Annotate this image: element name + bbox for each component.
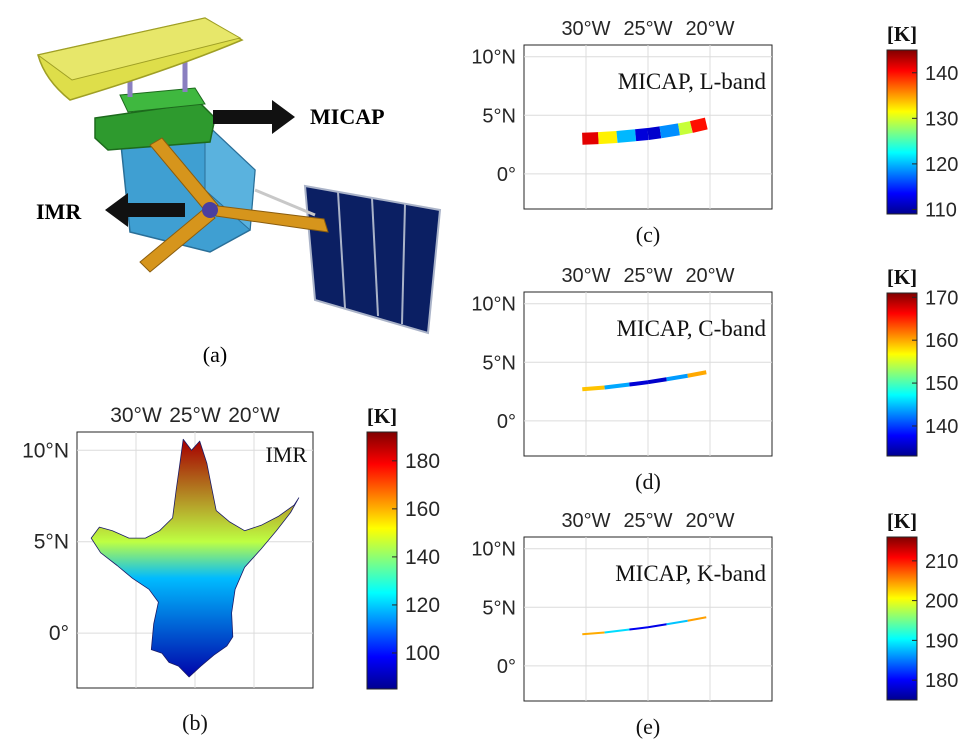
swath-segment	[677, 121, 693, 136]
x-tick-label: 20°W	[685, 510, 734, 532]
x-tick-label: 25°W	[169, 404, 221, 427]
x-tick-label: 20°W	[685, 18, 734, 40]
colorbar-tick-label: 170	[925, 287, 958, 309]
colorbar-tick-label: 200	[925, 591, 958, 613]
swath-segment	[604, 628, 630, 634]
colorbar-tick-label: 100	[405, 642, 440, 665]
swath-segment	[690, 117, 708, 133]
panel-annotation: IMR	[265, 442, 307, 467]
panel-caption: (e)	[636, 714, 660, 739]
colorbar	[886, 536, 918, 701]
chart-panels: 30°W 25°W 20°W 10°N 5°N 0° IMR [K] 100 120 140 160 1…	[22, 18, 958, 739]
y-tick-label: 0°	[497, 411, 516, 433]
x-tick-label: 25°W	[623, 18, 672, 40]
y-tick-label: 5°N	[482, 105, 516, 127]
colorbar-tick-label: 110	[925, 199, 957, 221]
swath-segment	[582, 631, 605, 636]
swath-segment	[582, 385, 605, 392]
micap-label: MICAP	[310, 104, 385, 129]
imr-arrow	[105, 193, 185, 227]
colorbar-tick-label: 190	[925, 630, 958, 652]
solar-panel	[303, 184, 442, 335]
swath-segment	[647, 377, 667, 385]
colorbar-tick-label: 180	[925, 670, 958, 692]
colorbar	[886, 49, 918, 215]
y-tick-label: 0°	[497, 656, 516, 678]
y-tick-label: 5°N	[482, 597, 516, 619]
colorbar-tick-label: 160	[405, 498, 440, 521]
swath-segment	[616, 129, 637, 143]
swath-segment	[659, 123, 680, 139]
colorbar-tick-label: 120	[405, 594, 440, 617]
y-tick-label: 0°	[497, 164, 516, 186]
y-tick-label: 10°N	[22, 439, 69, 462]
x-tick-label: 30°W	[561, 510, 610, 532]
swath-segment	[598, 130, 618, 145]
swath-segment	[604, 382, 630, 390]
imr-boom-1	[149, 137, 219, 213]
colorbar-tick-label: 130	[925, 108, 958, 130]
y-tick-label: 10°N	[471, 47, 516, 69]
y-tick-label: 5°N	[34, 531, 69, 554]
swath-segment	[687, 370, 707, 378]
swath-segment	[687, 616, 707, 622]
swath-segment	[629, 380, 649, 387]
x-tick-label: 20°W	[228, 404, 280, 427]
colorbar-tick-label: 180	[405, 450, 440, 473]
imr-label: IMR	[36, 199, 82, 224]
panel-annotation: MICAP, L-band	[618, 69, 767, 94]
swath-segment	[666, 619, 688, 626]
colorbar-title: [K]	[887, 265, 917, 289]
imr-footprint	[90, 438, 300, 678]
y-tick-label: 5°N	[482, 352, 516, 374]
chart-panel-e: 30°W 25°W 20°W 10°N 5°N 0° MICAP, K-band [K] 180…	[471, 509, 958, 739]
swath-segment	[635, 128, 649, 142]
colorbar-tick-label: 160	[925, 330, 958, 352]
colorbar-tick-label: 140	[925, 63, 958, 85]
panel-a-caption: (a)	[203, 342, 227, 367]
colorbar-title: [K]	[887, 509, 917, 533]
micap-arrow	[213, 100, 295, 134]
colorbar-tick-label: 120	[925, 154, 958, 176]
colorbar	[366, 431, 398, 690]
swath-segment	[666, 373, 689, 382]
x-tick-label: 30°W	[561, 18, 610, 40]
satellite-illustration: MICAP IMR (a)	[36, 17, 442, 367]
panel-caption: (d)	[635, 469, 661, 494]
panel-caption: (b)	[182, 710, 208, 735]
colorbar-title: [K]	[367, 404, 397, 428]
x-tick-label: 20°W	[685, 265, 734, 287]
x-tick-label: 30°W	[561, 265, 610, 287]
swath-segment	[582, 132, 599, 145]
swath-segment	[629, 626, 649, 631]
colorbar	[886, 292, 918, 457]
satellite-icon	[36, 17, 442, 335]
panel-caption: (c)	[636, 222, 660, 247]
x-tick-label: 25°W	[623, 510, 672, 532]
colorbar-tick-label: 140	[925, 416, 958, 438]
x-tick-label: 30°W	[110, 404, 162, 427]
y-tick-label: 10°N	[471, 294, 516, 316]
y-tick-label: 10°N	[471, 539, 516, 561]
panel-annotation: MICAP, C-band	[616, 316, 766, 341]
colorbar-tick-label: 140	[405, 546, 440, 569]
swath-segment	[647, 623, 667, 629]
chart-panel-b: 30°W 25°W 20°W 10°N 5°N 0° IMR [K] 100 120 140 160 1…	[22, 404, 440, 735]
chart-panel-c: 30°W 25°W 20°W 10°N 5°N 0° MICAP, L-band [K] 110…	[471, 18, 958, 247]
colorbar-tick-label: 150	[925, 373, 958, 395]
colorbar-title: [K]	[887, 22, 917, 46]
colorbar-tick-label: 210	[925, 551, 958, 573]
x-tick-label: 25°W	[623, 265, 672, 287]
y-tick-label: 0°	[49, 622, 69, 645]
swath-segment	[647, 126, 662, 140]
panel-annotation: MICAP, K-band	[615, 561, 766, 586]
chart-panel-d: 30°W 25°W 20°W 10°N 5°N 0° MICAP, C-band [K] 140…	[471, 265, 958, 494]
